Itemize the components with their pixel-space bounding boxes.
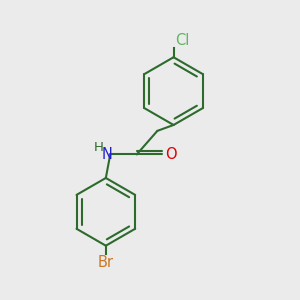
Text: H: H [94,141,104,154]
Text: Br: Br [98,255,114,270]
Text: O: O [165,147,177,162]
Text: Cl: Cl [175,33,189,48]
Text: N: N [101,147,112,162]
